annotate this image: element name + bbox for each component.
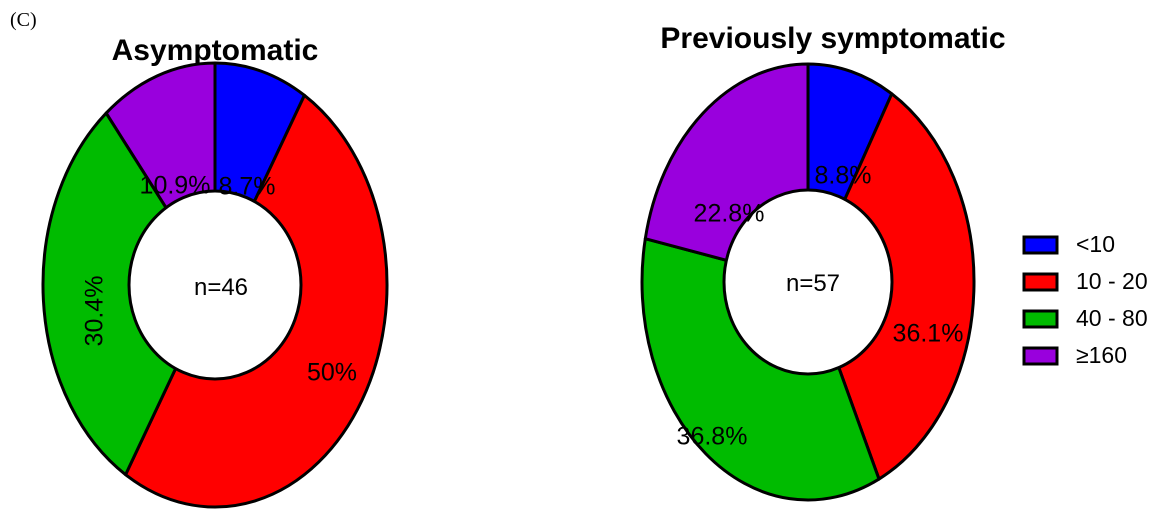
chart-previously-symptomatic: Previously symptomatic n=57 8.8% 36.1% 36.… — [640, 22, 1006, 502]
legend-swatch-40-80 — [1022, 309, 1059, 329]
slice-label-lt-10: 8.8% — [815, 162, 872, 190]
slice-label-40-80: 36.8% — [677, 423, 748, 451]
slice-40-80 — [640, 237, 881, 502]
legend-label-gte-160: ≥160 — [1076, 342, 1127, 368]
slice-label-10-20: 36.1% — [893, 320, 964, 348]
chart-asymptomatic: Asymptomatic n=46 8.7%50%30.4%10.9% — [41, 34, 389, 509]
donut-hole-previously-symptomatic — [722, 188, 894, 376]
slice-label-40-80: 30.4% — [81, 276, 109, 347]
legend-swatch-10-20 — [1022, 272, 1059, 292]
legend-swatch-lt-10 — [1022, 235, 1059, 255]
center-label-previously-symptomatic: n=57 — [786, 270, 840, 297]
center-label-asymptomatic: n=46 — [194, 274, 248, 301]
legend-label-10-20: 10 - 20 — [1076, 268, 1148, 294]
donut-hole-asymptomatic — [127, 189, 303, 381]
legend: <10 10 - 20 40 - 80 ≥160 — [1022, 231, 1148, 368]
slice-label-10-20: 50% — [307, 359, 357, 387]
slice-label-lt-10: 8.7% — [219, 173, 276, 201]
legend-swatch-gte-160 — [1022, 346, 1059, 366]
legend-label-lt-10: <10 — [1076, 231, 1115, 257]
slice-labels-previously-symptomatic: 8.8% 36.1% 36.8% 22.8% — [677, 162, 964, 451]
slice-label-gte-160: 10.9% — [140, 172, 211, 200]
slice-labels-asymptomatic: 8.7% 50% 30.4% 10.9% — [81, 172, 357, 387]
panel-label: (C) — [10, 9, 37, 31]
slice-label-gte-160: 22.8% — [694, 200, 765, 228]
legend-label-40-80: 40 - 80 — [1076, 305, 1148, 331]
chart-title-previously-symptomatic: Previously symptomatic — [660, 22, 1005, 55]
